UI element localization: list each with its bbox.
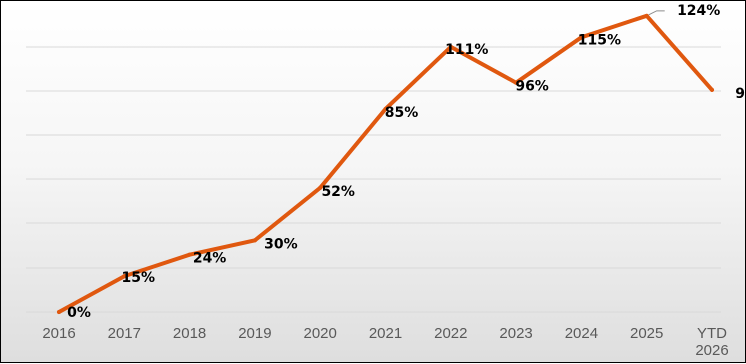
data-point — [318, 185, 323, 190]
x-tick-label: 2017 — [108, 325, 141, 342]
data-point — [710, 87, 714, 92]
data-label: 85% — [385, 105, 419, 121]
x-tick-label: YTD 2026 — [695, 325, 728, 359]
data-point — [579, 35, 584, 40]
gridlines — [26, 46, 721, 313]
data-point — [122, 274, 127, 279]
x-tick-label: 2023 — [499, 325, 532, 342]
data-label: 111% — [445, 42, 488, 58]
data-label: 115% — [578, 32, 621, 48]
data-point — [448, 44, 453, 49]
data-label: 30% — [264, 236, 298, 252]
data-point — [514, 80, 519, 85]
x-axis-tick-layer: 2016 2017 2018 2019 2020 2021 2022 2023 2024 2025… — [42, 325, 728, 359]
data-label: 24% — [193, 251, 227, 267]
data-point — [644, 13, 649, 18]
x-tick-label: 2024 — [565, 325, 598, 342]
x-tick-label: 2018 — [173, 325, 206, 342]
data-point — [187, 252, 192, 257]
data-point — [252, 238, 257, 243]
x-tick-label: 2019 — [238, 325, 271, 342]
data-label: 96% — [515, 79, 549, 95]
x-tick-label: 2016 — [42, 325, 75, 342]
data-label: 15% — [122, 270, 156, 286]
x-tick-label: 2021 — [369, 325, 402, 342]
data-label: 0% — [67, 305, 91, 321]
data-label: 52% — [321, 184, 355, 200]
x-tick-label: 2022 — [434, 325, 467, 342]
leader-line — [648, 10, 665, 16]
x-tick-label: 2025 — [630, 325, 663, 342]
data-point — [383, 106, 388, 111]
data-point — [57, 310, 61, 314]
data-label: 93% — [735, 86, 746, 102]
data-label-layer: 0% 15% 24% 30% 52% 85% 111% 96% 115% 124% 93% — [67, 3, 746, 321]
x-tick-label: 2020 — [304, 325, 337, 342]
data-label: 124% — [677, 3, 720, 19]
series-line-layer — [57, 13, 714, 314]
